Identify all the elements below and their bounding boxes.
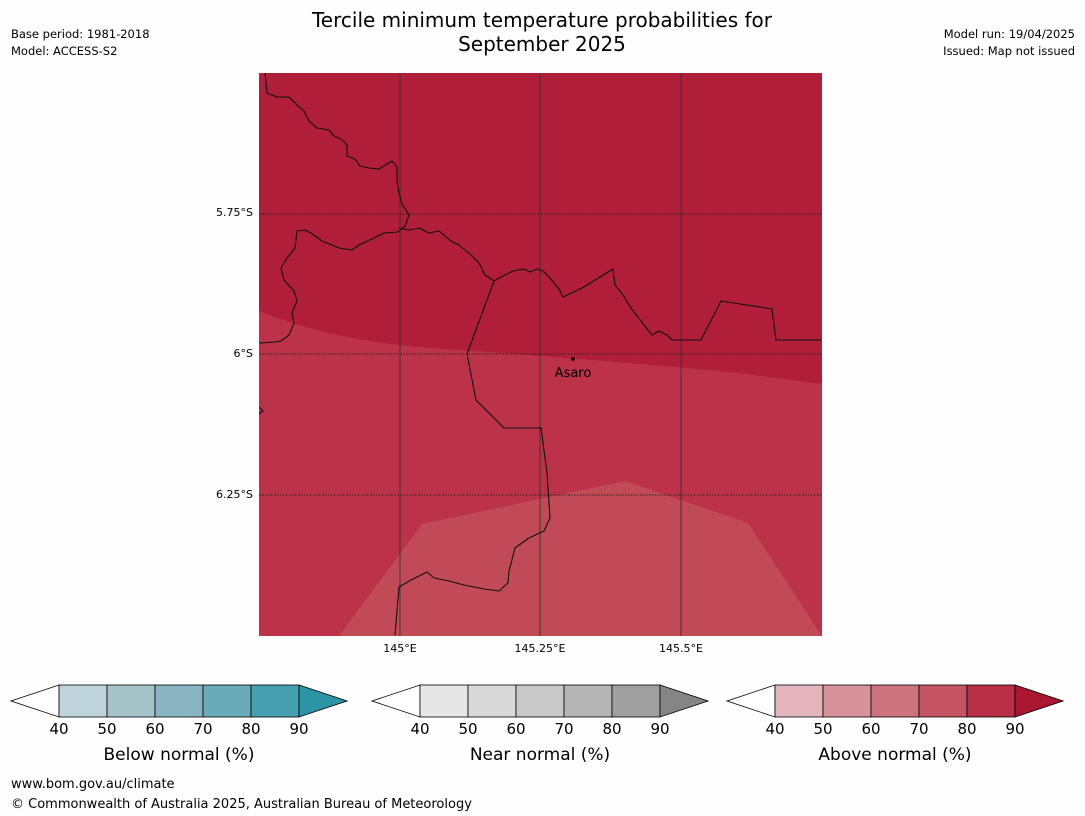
graticule-horizontal — [259, 213, 822, 496]
below-tick-40: 40 — [49, 720, 69, 738]
near-tick-80: 80 — [602, 720, 622, 738]
colorbar-near — [371, 684, 709, 718]
boundary-north-west — [259, 73, 410, 344]
below-bin-40-50 — [58, 684, 108, 718]
boundary-edge-west — [259, 406, 264, 415]
meta-left: Base period: 1981-2018 Model: ACCESS-S2 — [11, 26, 150, 60]
above-bin-40-50 — [774, 684, 824, 718]
below-bin-50-60 — [106, 684, 156, 718]
below-normal-title: Below normal (%) — [103, 745, 255, 765]
near-low-extend — [371, 684, 421, 718]
below-high-extend — [298, 684, 348, 718]
near-tick-90: 90 — [650, 720, 670, 738]
lon-label-1: 145°E — [383, 642, 417, 655]
above-tick-40: 40 — [765, 720, 785, 738]
map-title: Tercile minimum temperature probabilitie… — [240, 8, 844, 56]
lon-label-2: 145.25°E — [514, 642, 566, 655]
below-tick-80: 80 — [241, 720, 261, 738]
title-line-2: September 2025 — [458, 32, 626, 56]
above-tick-50: 50 — [813, 720, 833, 738]
boundary-district-a — [394, 280, 551, 636]
footer-copyright: © Commonwealth of Australia 2025, Austra… — [11, 797, 472, 812]
near-bin-50-60 — [467, 684, 517, 718]
below-tick-60: 60 — [145, 720, 165, 738]
above-tick-60: 60 — [861, 720, 881, 738]
below-tick-90: 90 — [289, 720, 309, 738]
above-tick-70: 70 — [909, 720, 929, 738]
below-bin-60-70 — [154, 684, 204, 718]
title-line-1: Tercile minimum temperature probabilitie… — [311, 8, 773, 32]
probability-map: Asaro — [259, 73, 822, 636]
footer: www.bom.gov.au/climate © Commonwealth of… — [11, 775, 472, 815]
above-tick-80: 80 — [957, 720, 977, 738]
lat-label-1: 5.75°S — [216, 206, 253, 219]
above-high-extend — [1014, 684, 1064, 718]
lon-label-3: 145.5°E — [659, 642, 703, 655]
band-70-fill — [339, 481, 822, 636]
near-bin-60-70 — [515, 684, 565, 718]
below-low-extend — [10, 684, 60, 718]
near-bin-70-80 — [563, 684, 613, 718]
below-tick-70: 70 — [193, 720, 213, 738]
asaro-label: Asaro — [555, 366, 592, 381]
near-tick-50: 50 — [458, 720, 478, 738]
lat-label-2: 6°S — [233, 347, 253, 360]
meta-right: Model run: 19/04/2025 Issued: Map not is… — [943, 26, 1075, 60]
near-normal-title: Near normal (%) — [469, 745, 611, 765]
colorbar-below — [10, 684, 348, 718]
above-bin-60-70 — [870, 684, 920, 718]
near-tick-70: 70 — [554, 720, 574, 738]
above-bin-70-80 — [918, 684, 968, 718]
near-bin-80-90 — [611, 684, 661, 718]
lat-label-3: 6.25°S — [216, 488, 253, 501]
near-tick-40: 40 — [410, 720, 430, 738]
below-bin-70-80 — [202, 684, 252, 718]
near-bin-40-50 — [419, 684, 469, 718]
model-text: Model: ACCESS-S2 — [11, 44, 118, 58]
near-high-extend — [659, 684, 709, 718]
below-bin-80-90 — [250, 684, 300, 718]
graticule-vertical — [399, 73, 682, 636]
near-tick-60: 60 — [506, 720, 526, 738]
above-tick-90: 90 — [1005, 720, 1025, 738]
above-bin-50-60 — [822, 684, 872, 718]
boundary-ridge — [398, 227, 822, 341]
model-run-text: Model run: 19/04/2025 — [943, 27, 1075, 41]
asaro-marker — [571, 357, 575, 361]
below-tick-50: 50 — [97, 720, 117, 738]
issued-text: Issued: Map not issued — [943, 44, 1075, 58]
colorbar-above — [726, 684, 1064, 718]
above-low-extend — [726, 684, 776, 718]
above-bin-80-90 — [966, 684, 1016, 718]
above-normal-title: Above normal (%) — [818, 745, 972, 765]
footer-url: www.bom.gov.au/climate — [11, 777, 175, 792]
base-period-text: Base period: 1981-2018 — [11, 27, 150, 41]
